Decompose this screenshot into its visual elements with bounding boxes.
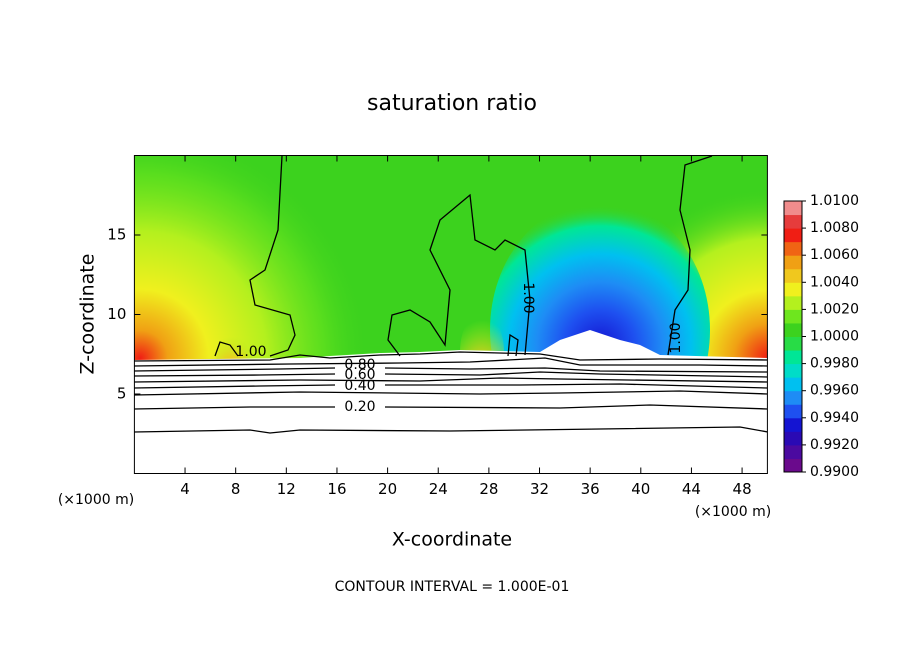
contour-label: 1.00 xyxy=(235,344,266,360)
field xyxy=(134,155,768,474)
x-tick-label: 32 xyxy=(530,480,549,498)
x-tick-label: 8 xyxy=(231,480,241,498)
chart-title: saturation ratio xyxy=(367,91,537,116)
colorbar-swatch xyxy=(784,458,802,473)
colorbar-label: 0.9920 xyxy=(810,437,859,453)
x-tick-label: 20 xyxy=(378,480,397,498)
x-tick-label: 16 xyxy=(327,480,346,498)
colorbar-label: 1.0000 xyxy=(810,329,859,345)
colorbar-label: 0.9940 xyxy=(810,410,859,426)
x-axis-label: X-coordinate xyxy=(392,529,512,551)
colorbar-label: 0.9960 xyxy=(810,383,859,399)
colorbar-swatch xyxy=(784,214,802,229)
colorbar-swatch xyxy=(784,322,802,337)
colorbar-swatch xyxy=(784,228,802,243)
colorbar-label: 1.0060 xyxy=(810,247,859,263)
colorbar-swatch xyxy=(784,295,802,310)
x-tick-label: 40 xyxy=(631,480,650,498)
colorbar-swatch xyxy=(784,404,802,419)
y-tick-label: 10 xyxy=(107,305,126,323)
y-axis-label: Z-coordinate xyxy=(77,254,99,375)
colorbar-swatch xyxy=(784,255,802,270)
contour-labels: 1.00 0.80 0.60 0.40 0.20 1.00 1.00 xyxy=(235,282,684,415)
footnote: CONTOUR INTERVAL = 1.000E-01 xyxy=(335,579,570,595)
colorbar-swatch xyxy=(784,201,802,216)
x-unit: (×1000 m) xyxy=(695,504,771,520)
colorbar-label: 1.0040 xyxy=(810,274,859,290)
colorbar-swatch xyxy=(784,336,802,351)
x-tick-label: 28 xyxy=(479,480,498,498)
contour-label: 0.40 xyxy=(344,378,375,394)
x-tick-label: 36 xyxy=(581,480,600,498)
contour-label: 1.00 xyxy=(520,282,536,313)
y-tick-label: 15 xyxy=(107,226,126,244)
colorbar-swatch xyxy=(784,417,802,432)
colorbar-swatch xyxy=(784,444,802,459)
x-tick-label: 44 xyxy=(682,480,701,498)
colorbar-swatch xyxy=(784,390,802,405)
contour-label: 0.60 xyxy=(344,367,375,383)
x-tick-label: 4 xyxy=(180,480,190,498)
colorbar-label: 1.0020 xyxy=(810,301,859,317)
contour-label: 0.80 xyxy=(344,357,375,373)
colorbar-swatch xyxy=(784,282,802,297)
contour-label: 0.20 xyxy=(344,399,375,415)
colorbar-swatch xyxy=(784,377,802,392)
colorbar-swatch xyxy=(784,268,802,283)
y-tick-label: 5 xyxy=(117,385,127,403)
colorbar-swatch xyxy=(784,241,802,256)
colorbar-swatch xyxy=(784,363,802,378)
colorbar-swatch xyxy=(784,431,802,446)
colorbar-label: 0.9980 xyxy=(810,356,859,372)
contour-label: 1.00 xyxy=(668,322,684,353)
x-tick-label: 12 xyxy=(277,480,296,498)
colorbar-label: 1.0080 xyxy=(810,220,859,236)
colorbar-swatch xyxy=(784,309,802,324)
x-tick-label: 48 xyxy=(733,480,752,498)
x-unit: (×1000 m) xyxy=(58,492,134,508)
colorbar-label: 0.9900 xyxy=(810,464,859,480)
colorbar-label: 1.0100 xyxy=(810,193,859,209)
x-tick-label: 24 xyxy=(429,480,448,498)
colorbar-swatch xyxy=(784,350,802,365)
